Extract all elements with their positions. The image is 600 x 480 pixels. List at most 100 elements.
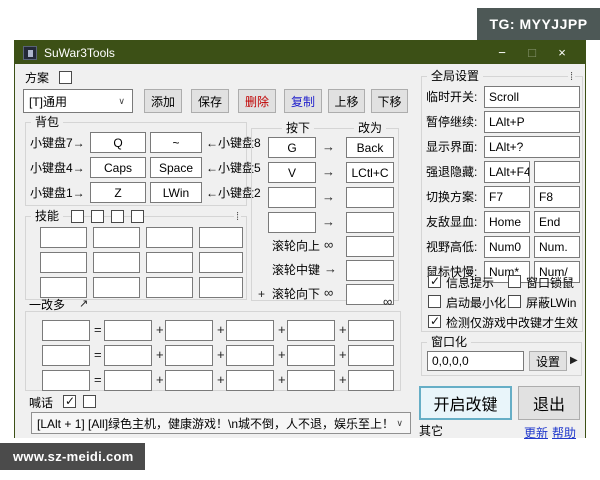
multi-source-input[interactable] — [104, 345, 152, 366]
change-to-input[interactable] — [346, 137, 394, 158]
multi-target-input[interactable] — [42, 320, 90, 341]
skill-input[interactable] — [146, 252, 193, 273]
delete-button[interactable]: 删除 — [238, 89, 276, 113]
arrow-right-icon: → — [322, 164, 335, 179]
set-button[interactable]: 设置 — [529, 351, 567, 371]
skill-checkbox[interactable] — [91, 210, 104, 223]
game-only-checkbox[interactable] — [428, 314, 441, 328]
press-key-input[interactable] — [268, 212, 316, 233]
move-down-button[interactable]: 下移 — [371, 89, 408, 113]
hotkey-input[interactable] — [484, 111, 580, 133]
hotkey-input[interactable] — [484, 211, 530, 233]
lock-mouse-checkbox[interactable] — [508, 275, 521, 288]
skill-input[interactable] — [93, 227, 140, 248]
multi-source-input[interactable] — [287, 320, 335, 341]
skill-input[interactable] — [199, 227, 243, 248]
multi-source-input[interactable] — [165, 320, 213, 341]
skill-checkbox[interactable] — [71, 210, 84, 223]
hotkey-input[interactable] — [534, 261, 580, 283]
multi-target-input[interactable] — [42, 345, 90, 366]
multi-source-input[interactable] — [348, 345, 394, 366]
numpad-label: 小键盘4→ — [30, 161, 85, 175]
hotkey-input[interactable] — [484, 86, 580, 108]
start-remap-button[interactable]: 开启改键 — [419, 386, 512, 420]
minimize-button[interactable]: − — [498, 45, 506, 60]
backpack-key-input[interactable] — [150, 157, 202, 178]
backpack-key-input[interactable] — [150, 132, 202, 153]
wheel-change-input[interactable] — [346, 284, 394, 305]
wheel-change-input[interactable] — [346, 236, 394, 257]
backpack-key-input[interactable] — [90, 132, 146, 153]
move-up-button[interactable]: 上移 — [328, 89, 365, 113]
skill-input[interactable] — [40, 252, 87, 273]
hotkey-input[interactable] — [534, 186, 580, 208]
skill-checkbox[interactable] — [111, 210, 124, 223]
multi-source-input[interactable] — [348, 370, 394, 391]
multi-source-input[interactable] — [226, 345, 274, 366]
press-key-input[interactable] — [268, 187, 316, 208]
update-link[interactable]: 更新 — [524, 426, 549, 440]
multi-source-input[interactable] — [287, 370, 335, 391]
skill-input[interactable] — [146, 227, 193, 248]
change-to-input[interactable] — [346, 162, 394, 183]
skill-input[interactable] — [199, 277, 243, 298]
hotkey-input[interactable] — [534, 236, 580, 258]
backpack-key-input[interactable] — [90, 157, 146, 178]
multi-source-input[interactable] — [226, 320, 274, 341]
press-key-input[interactable] — [268, 137, 316, 158]
backpack-group: 背包 小键盘7→ ←小键盘8 小键盘4→ ←小键盘5 小键盘1→ ←小键盘2 — [25, 115, 261, 206]
multi-source-input[interactable] — [226, 370, 274, 391]
play-icon[interactable]: ▶ — [570, 355, 578, 366]
skill-input[interactable] — [40, 277, 87, 298]
exit-button[interactable]: 退出 — [518, 386, 580, 420]
arrow-right-icon: → — [322, 189, 335, 204]
multi-source-input[interactable] — [348, 320, 394, 341]
multi-source-input[interactable] — [165, 345, 213, 366]
hotkey-input[interactable] — [484, 186, 530, 208]
wheel-change-input[interactable] — [346, 260, 394, 281]
drag-dots-icon[interactable]: ⁞ — [568, 70, 576, 84]
multi-source-input[interactable] — [104, 370, 152, 391]
hotkey-label: 友敌显血: — [426, 215, 478, 229]
hotkey-input[interactable] — [484, 136, 580, 158]
multi-target-input[interactable] — [42, 370, 90, 391]
hotkey-input[interactable] — [534, 211, 580, 233]
shout-checkbox[interactable] — [63, 394, 76, 408]
shout-checkbox[interactable] — [83, 395, 96, 408]
skill-checkbox[interactable] — [131, 210, 144, 223]
skill-input[interactable] — [40, 227, 87, 248]
hotkey-input[interactable] — [534, 161, 580, 183]
multi-source-input[interactable] — [287, 345, 335, 366]
block-lwin-checkbox[interactable] — [508, 295, 521, 308]
skill-input[interactable] — [93, 277, 140, 298]
save-button[interactable]: 保存 — [191, 89, 229, 113]
shout-message-select[interactable]: [LAlt + 1] [All]绿色主机，健康游戏！\n城不倒，人不退，娱乐至上… — [31, 412, 411, 434]
multi-source-input[interactable] — [165, 370, 213, 391]
change-to-input[interactable] — [346, 212, 394, 233]
close-button[interactable]: × — [558, 45, 566, 60]
plus-icon: + — [278, 347, 286, 362]
skill-input[interactable] — [146, 277, 193, 298]
add-button[interactable]: 添加 — [144, 89, 182, 113]
skill-input[interactable] — [199, 252, 243, 273]
info-tip-checkbox[interactable] — [428, 274, 441, 288]
multi-source-input[interactable] — [104, 320, 152, 341]
maximize-button[interactable]: □ — [528, 45, 536, 60]
drag-dots-icon[interactable]: ⁞ — [234, 210, 242, 224]
hotkey-input[interactable] — [484, 236, 530, 258]
press-key-input[interactable] — [268, 162, 316, 183]
hotkey-input[interactable] — [484, 161, 530, 183]
help-link[interactable]: 帮助 — [552, 426, 577, 440]
expand-icon[interactable]: ↗ — [79, 298, 89, 310]
backpack-key-input[interactable] — [90, 182, 146, 203]
hotkey-label: 视野高低: — [426, 240, 478, 254]
start-minimized-checkbox[interactable] — [428, 295, 441, 308]
window-rect-input[interactable] — [427, 351, 524, 371]
scheme-select[interactable]: [T]通用 ∨ — [23, 89, 133, 113]
backpack-key-input[interactable] — [150, 182, 202, 203]
copy-button[interactable]: 复制 — [284, 89, 322, 113]
scheme-checkbox[interactable] — [59, 71, 72, 84]
change-to-input[interactable] — [346, 187, 394, 208]
plus-icon: + — [156, 347, 164, 362]
skill-input[interactable] — [93, 252, 140, 273]
